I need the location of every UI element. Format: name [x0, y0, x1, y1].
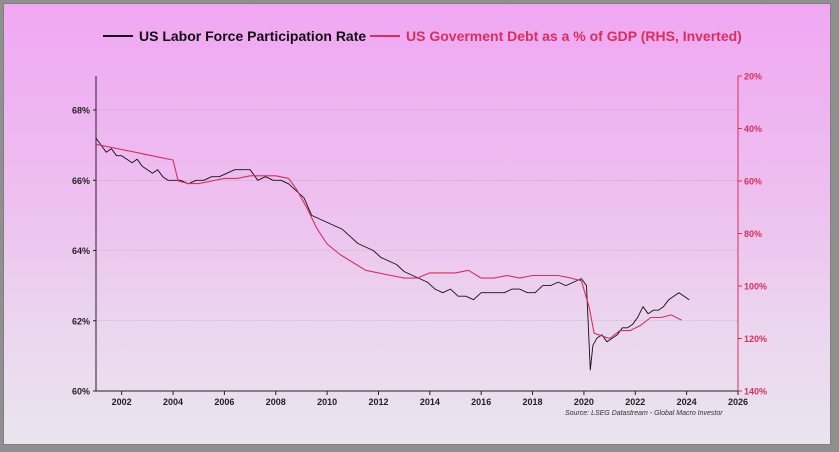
grid-lines [96, 109, 738, 322]
right-tick-label-80: 80% [744, 229, 762, 239]
x-tick-label-2002: 2002 [112, 397, 132, 407]
x-tick-label-2022: 2022 [625, 397, 645, 407]
series-line-debt [95, 143, 682, 340]
legend-item-lfp: US Labor Force Participation Rate [103, 28, 366, 44]
x-tick-label-2026: 2026 [728, 397, 748, 407]
source-note: Source: LSEG Datastream - Global Macro I… [565, 410, 723, 417]
x-tick-label-2016: 2016 [471, 397, 491, 407]
legend-swatch-debt [370, 35, 400, 37]
x-tick-label-2012: 2012 [368, 397, 388, 407]
right-tick-label-120: 120% [744, 334, 767, 344]
legend-item-debt: US Goverment Debt as a % of GDP (RHS, In… [370, 28, 742, 44]
left-tick-label-66: 66% [72, 176, 90, 186]
series-group [95, 137, 690, 371]
chart-frame [4, 4, 830, 444]
legend-swatch-lfp [103, 35, 133, 37]
x-tick-label-2014: 2014 [420, 397, 440, 407]
legend-label-lfp: US Labor Force Participation Rate [139, 28, 367, 44]
x-tick-label-2006: 2006 [214, 397, 234, 407]
series-line-lfp [95, 137, 690, 371]
right-tick-label-20: 20% [744, 72, 762, 82]
right-tick-label-40: 40% [744, 124, 762, 134]
legend-label-debt: US Goverment Debt as a % of GDP (RHS, In… [406, 28, 742, 44]
right-tick-label-140: 140% [744, 387, 767, 397]
left-tick-label-68: 68% [72, 106, 90, 116]
right-tick-label-60: 60% [744, 177, 762, 187]
tick-labels: 60%62%64%66%68%20%40%60%80%100%120%140%2… [72, 72, 767, 408]
axes [93, 75, 742, 395]
right-tick-label-100: 100% [744, 282, 767, 292]
left-tick-label-64: 64% [72, 246, 90, 256]
x-tick-label-2018: 2018 [523, 397, 543, 407]
left-tick-label-60: 60% [72, 387, 90, 397]
x-tick-label-2020: 2020 [574, 397, 594, 407]
x-tick-label-2024: 2024 [677, 397, 697, 407]
legend: US Labor Force Participation Rate US Gov… [0, 28, 839, 50]
x-tick-label-2004: 2004 [163, 397, 183, 407]
left-tick-label-62: 62% [72, 316, 90, 326]
x-tick-label-2010: 2010 [317, 397, 337, 407]
x-tick-label-2008: 2008 [266, 397, 286, 407]
